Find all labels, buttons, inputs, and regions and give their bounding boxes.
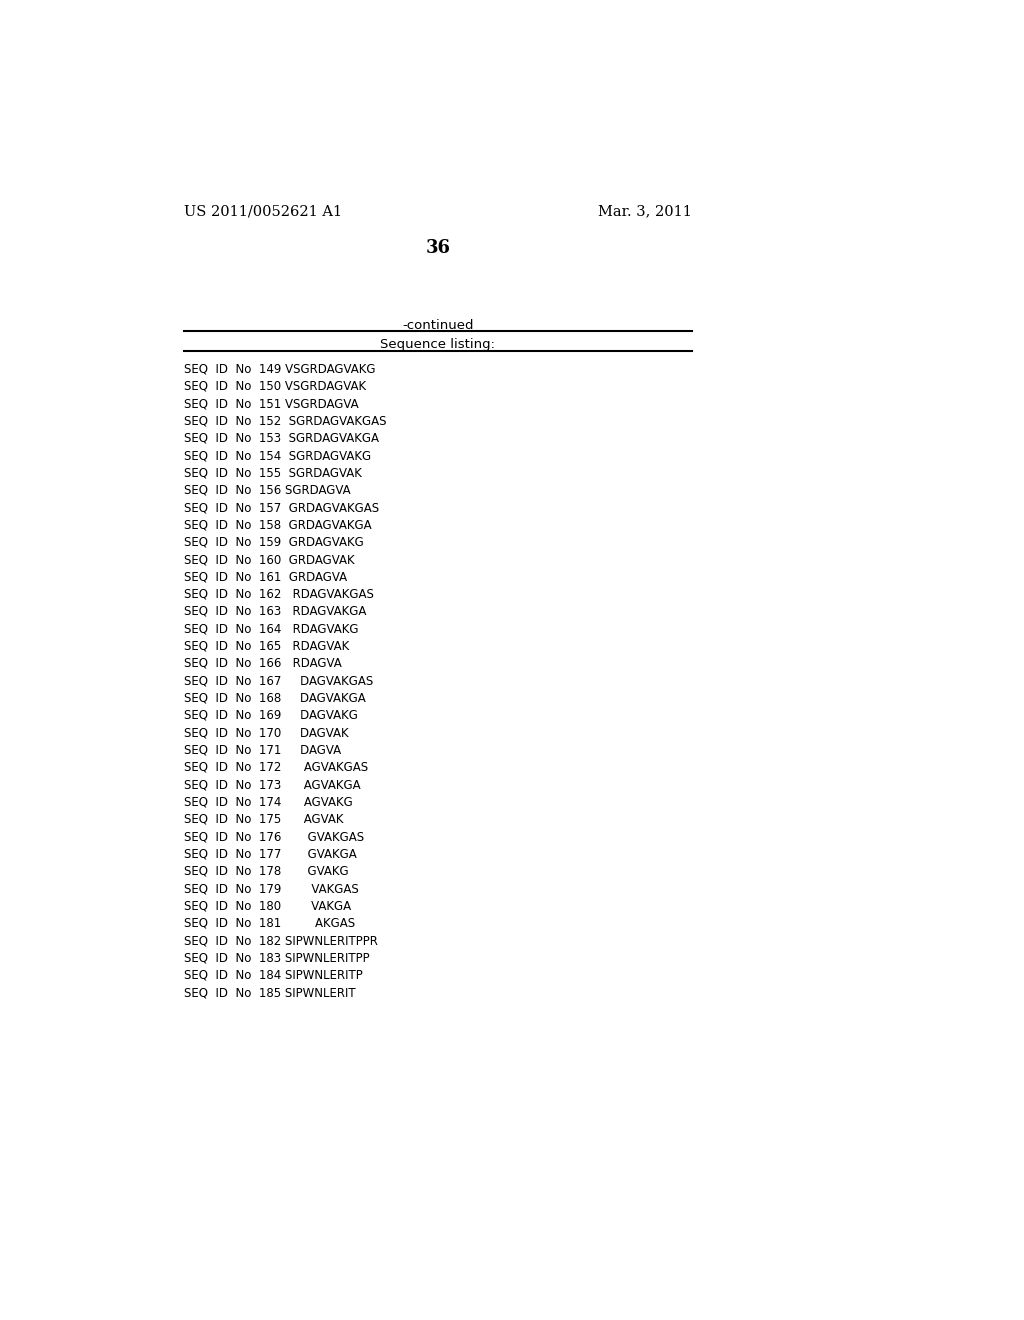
Text: SEQ  ID  No  185 SIPWNLERIT: SEQ ID No 185 SIPWNLERIT — [183, 986, 355, 999]
Text: SEQ  ID  No  155  SGRDAGVAK: SEQ ID No 155 SGRDAGVAK — [183, 466, 361, 479]
Text: SEQ  ID  No  165   RDAGVAK: SEQ ID No 165 RDAGVAK — [183, 640, 349, 652]
Text: SEQ  ID  No  152  SGRDAGVAKGAS: SEQ ID No 152 SGRDAGVAKGAS — [183, 414, 386, 428]
Text: SEQ  ID  No  150 VSGRDAGVAK: SEQ ID No 150 VSGRDAGVAK — [183, 380, 366, 393]
Text: SEQ  ID  No  168     DAGVAKGA: SEQ ID No 168 DAGVAKGA — [183, 692, 366, 705]
Text: SEQ  ID  No  174      AGVAKG: SEQ ID No 174 AGVAKG — [183, 796, 352, 809]
Text: SEQ  ID  No  184 SIPWNLERITP: SEQ ID No 184 SIPWNLERITP — [183, 969, 362, 982]
Text: SEQ  ID  No  156 SGRDAGVA: SEQ ID No 156 SGRDAGVA — [183, 483, 350, 496]
Text: SEQ  ID  No  171     DAGVA: SEQ ID No 171 DAGVA — [183, 743, 341, 756]
Text: SEQ  ID  No  163   RDAGVAKGA: SEQ ID No 163 RDAGVAKGA — [183, 605, 367, 618]
Text: SEQ  ID  No  177       GVAKGA: SEQ ID No 177 GVAKGA — [183, 847, 356, 861]
Text: SEQ  ID  No  151 VSGRDAGVA: SEQ ID No 151 VSGRDAGVA — [183, 397, 358, 411]
Text: -continued: -continued — [402, 318, 474, 331]
Text: SEQ  ID  No  169     DAGVAKG: SEQ ID No 169 DAGVAKG — [183, 709, 357, 722]
Text: SEQ  ID  No  175      AGVAK: SEQ ID No 175 AGVAK — [183, 813, 343, 826]
Text: SEQ  ID  No  164   RDAGVAKG: SEQ ID No 164 RDAGVAKG — [183, 622, 358, 635]
Text: US 2011/0052621 A1: US 2011/0052621 A1 — [183, 205, 342, 219]
Text: SEQ  ID  No  149 VSGRDAGVAKG: SEQ ID No 149 VSGRDAGVAKG — [183, 363, 376, 375]
Text: 36: 36 — [426, 239, 451, 257]
Text: SEQ  ID  No  161  GRDAGVA: SEQ ID No 161 GRDAGVA — [183, 570, 347, 583]
Text: SEQ  ID  No  160  GRDAGVAK: SEQ ID No 160 GRDAGVAK — [183, 553, 354, 566]
Text: SEQ  ID  No  173      AGVAKGA: SEQ ID No 173 AGVAKGA — [183, 779, 360, 791]
Text: SEQ  ID  No  178       GVAKG: SEQ ID No 178 GVAKG — [183, 865, 348, 878]
Text: SEQ  ID  No  179        VAKGAS: SEQ ID No 179 VAKGAS — [183, 882, 358, 895]
Text: SEQ  ID  No  183 SIPWNLERITPP: SEQ ID No 183 SIPWNLERITPP — [183, 952, 370, 965]
Text: SEQ  ID  No  153  SGRDAGVAKGA: SEQ ID No 153 SGRDAGVAKGA — [183, 432, 379, 445]
Text: SEQ  ID  No  181         AKGAS: SEQ ID No 181 AKGAS — [183, 917, 355, 929]
Text: SEQ  ID  No  159  GRDAGVAKG: SEQ ID No 159 GRDAGVAKG — [183, 536, 364, 549]
Text: SEQ  ID  No  172      AGVAKGAS: SEQ ID No 172 AGVAKGAS — [183, 760, 368, 774]
Text: SEQ  ID  No  170     DAGVAK: SEQ ID No 170 DAGVAK — [183, 726, 348, 739]
Text: SEQ  ID  No  167     DAGVAKGAS: SEQ ID No 167 DAGVAKGAS — [183, 675, 373, 688]
Text: SEQ  ID  No  157  GRDAGVAKGAS: SEQ ID No 157 GRDAGVAKGAS — [183, 502, 379, 513]
Text: SEQ  ID  No  180        VAKGA: SEQ ID No 180 VAKGA — [183, 899, 351, 912]
Text: SEQ  ID  No  182 SIPWNLERITPPR: SEQ ID No 182 SIPWNLERITPPR — [183, 935, 378, 948]
Text: SEQ  ID  No  162   RDAGVAKGAS: SEQ ID No 162 RDAGVAKGAS — [183, 587, 374, 601]
Text: Mar. 3, 2011: Mar. 3, 2011 — [598, 205, 692, 219]
Text: SEQ  ID  No  176       GVAKGAS: SEQ ID No 176 GVAKGAS — [183, 830, 364, 843]
Text: SEQ  ID  No  158  GRDAGVAKGA: SEQ ID No 158 GRDAGVAKGA — [183, 519, 372, 532]
Text: Sequence listing:: Sequence listing: — [381, 338, 496, 351]
Text: SEQ  ID  No  154  SGRDAGVAKG: SEQ ID No 154 SGRDAGVAKG — [183, 449, 371, 462]
Text: SEQ  ID  No  166   RDAGVA: SEQ ID No 166 RDAGVA — [183, 657, 342, 671]
